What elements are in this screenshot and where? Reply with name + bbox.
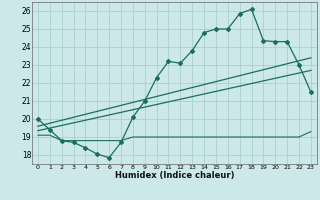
- X-axis label: Humidex (Indice chaleur): Humidex (Indice chaleur): [115, 171, 234, 180]
